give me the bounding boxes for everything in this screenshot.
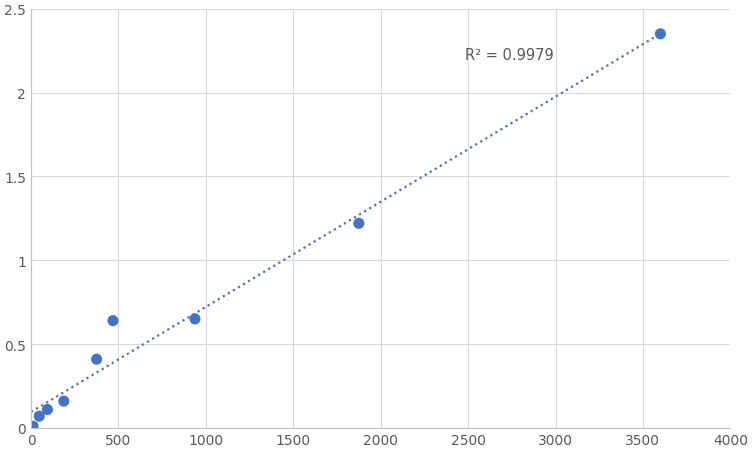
Point <box>33 413 45 420</box>
Point <box>353 220 365 227</box>
Text: R² = 0.9979: R² = 0.9979 <box>465 48 553 63</box>
Point <box>41 406 53 413</box>
Point <box>58 398 70 405</box>
Point <box>189 316 201 323</box>
Point <box>107 318 119 325</box>
Point <box>27 423 39 430</box>
Point <box>654 31 666 38</box>
Point <box>90 356 102 363</box>
